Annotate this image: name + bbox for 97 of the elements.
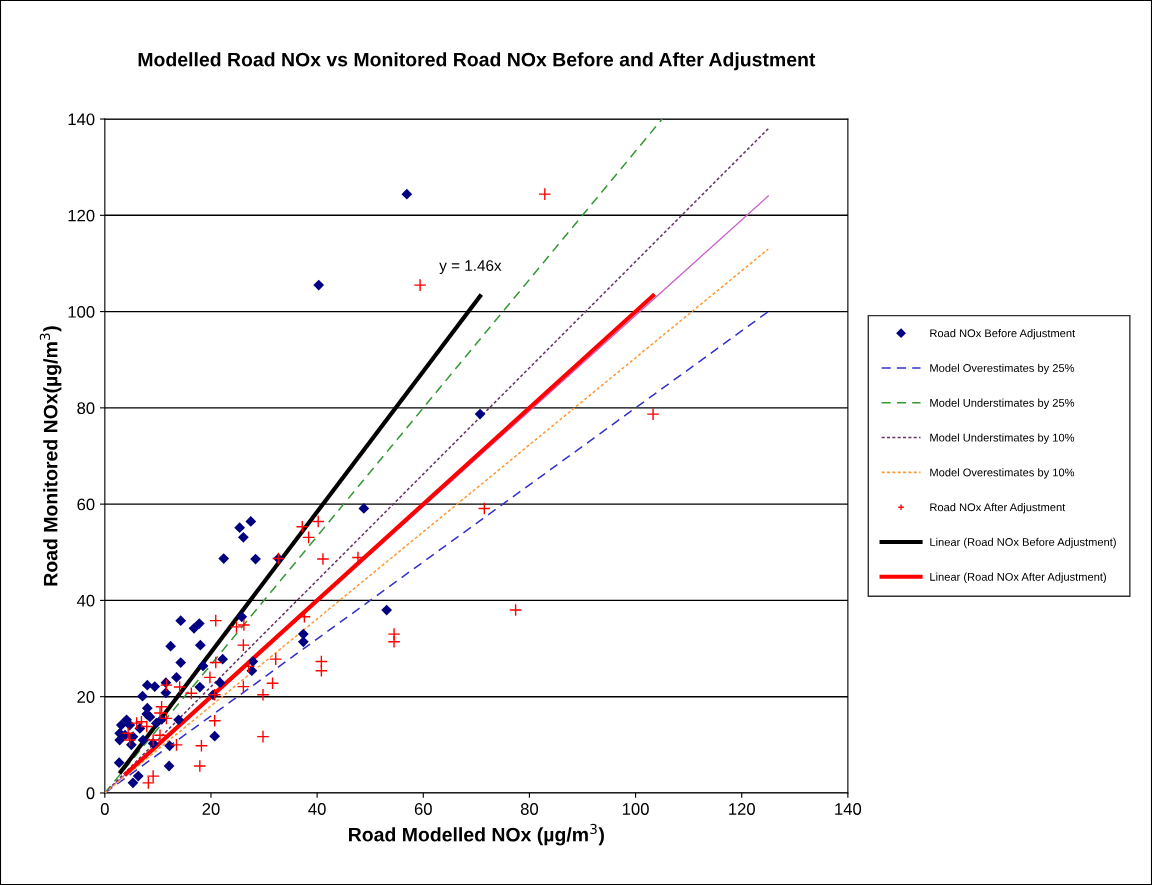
point — [314, 664, 328, 678]
legend-label: Model Overestimates by 10% — [930, 468, 1075, 479]
point — [134, 715, 148, 729]
point — [153, 706, 167, 720]
point — [236, 680, 250, 694]
y-tick-label: 40 — [76, 594, 95, 607]
point — [209, 730, 221, 742]
y-tick-label: 20 — [77, 691, 95, 703]
point — [302, 530, 316, 544]
x-tick-label: 100 — [622, 803, 649, 815]
point — [237, 618, 251, 632]
point — [229, 620, 243, 634]
point — [121, 726, 135, 740]
y-axis-title: Road Monitored NOx(µg/m$^{3}$) — [39, 326, 62, 586]
point — [217, 653, 229, 665]
point — [193, 618, 205, 629]
point — [175, 615, 187, 627]
y-tick-label: 140 — [68, 113, 95, 126]
point — [256, 688, 270, 702]
y-tick-label: 80 — [77, 402, 95, 415]
y-tick-label: 60 — [77, 498, 95, 511]
y-tick-label: 120 — [68, 209, 95, 222]
point — [266, 676, 280, 690]
point — [173, 680, 187, 694]
point — [137, 734, 149, 746]
point — [477, 501, 491, 515]
x-tick-label: 60 — [414, 803, 432, 815]
point — [160, 687, 172, 699]
point — [197, 660, 209, 672]
legend-label: Road NOx After Adjustment — [930, 503, 1066, 514]
point — [171, 672, 182, 683]
point — [173, 714, 184, 726]
legend-label: Linear (Road NOx After Adjustment) — [930, 572, 1106, 583]
x-tick-label: 80 — [520, 803, 539, 815]
point — [538, 187, 552, 201]
x-tick-label: 20 — [202, 803, 220, 815]
point — [194, 739, 208, 753]
legend-label: Model Understimates by 10% — [930, 433, 1075, 444]
point — [234, 522, 246, 534]
point — [236, 611, 248, 623]
point — [132, 770, 144, 782]
point — [474, 408, 486, 420]
point — [269, 652, 283, 666]
chart-title: Modelled Road NOx vs Monitored Road NOx Before and After Adjustment — [138, 52, 816, 71]
point — [165, 640, 177, 652]
point — [208, 714, 222, 728]
point — [140, 720, 154, 734]
point — [130, 716, 144, 730]
point — [214, 677, 226, 689]
point — [245, 516, 257, 527]
point — [127, 777, 139, 789]
annotation: y = 1.46x — [439, 260, 502, 275]
point — [401, 188, 413, 200]
legend-label: Road NOx Before Adjustment — [930, 329, 1076, 340]
point — [203, 670, 217, 684]
point — [123, 733, 137, 747]
point — [256, 730, 270, 744]
legend-label: Model Understimates by 25% — [930, 398, 1075, 409]
x-tick-label: 40 — [308, 803, 326, 815]
point — [175, 657, 187, 668]
point — [209, 656, 223, 670]
point — [387, 635, 401, 649]
point — [358, 503, 370, 514]
point — [295, 520, 309, 534]
point — [313, 279, 325, 291]
point — [247, 656, 259, 667]
point — [155, 700, 169, 714]
y-tick-label: 0 — [86, 787, 95, 800]
point — [218, 553, 230, 564]
legend-label: Model Overestimates by 25% — [930, 363, 1075, 375]
y-tick-label: 100 — [68, 305, 95, 318]
point — [193, 759, 207, 773]
point — [413, 278, 427, 292]
point — [188, 622, 200, 634]
point — [184, 686, 198, 700]
point — [163, 760, 175, 772]
x-tick-label: 140 — [835, 803, 862, 815]
point — [149, 681, 161, 692]
point — [194, 639, 206, 651]
point — [209, 614, 223, 628]
point — [311, 514, 325, 528]
point — [169, 738, 183, 752]
point — [381, 604, 393, 616]
point — [316, 552, 330, 566]
point — [113, 757, 125, 769]
x-axis-title: Road Modelled NOx (µg/m$^{3}$) — [349, 823, 604, 846]
point — [159, 711, 173, 725]
point — [236, 638, 250, 652]
legend-label: Linear (Road NOx Before Adjustment) — [930, 537, 1116, 549]
point — [115, 719, 127, 731]
point — [646, 407, 660, 421]
point — [194, 681, 206, 693]
x-tick-label: 0 — [100, 803, 109, 815]
point — [509, 603, 523, 617]
point — [137, 690, 148, 702]
x-tick-label: 120 — [729, 803, 755, 815]
point — [237, 531, 249, 543]
